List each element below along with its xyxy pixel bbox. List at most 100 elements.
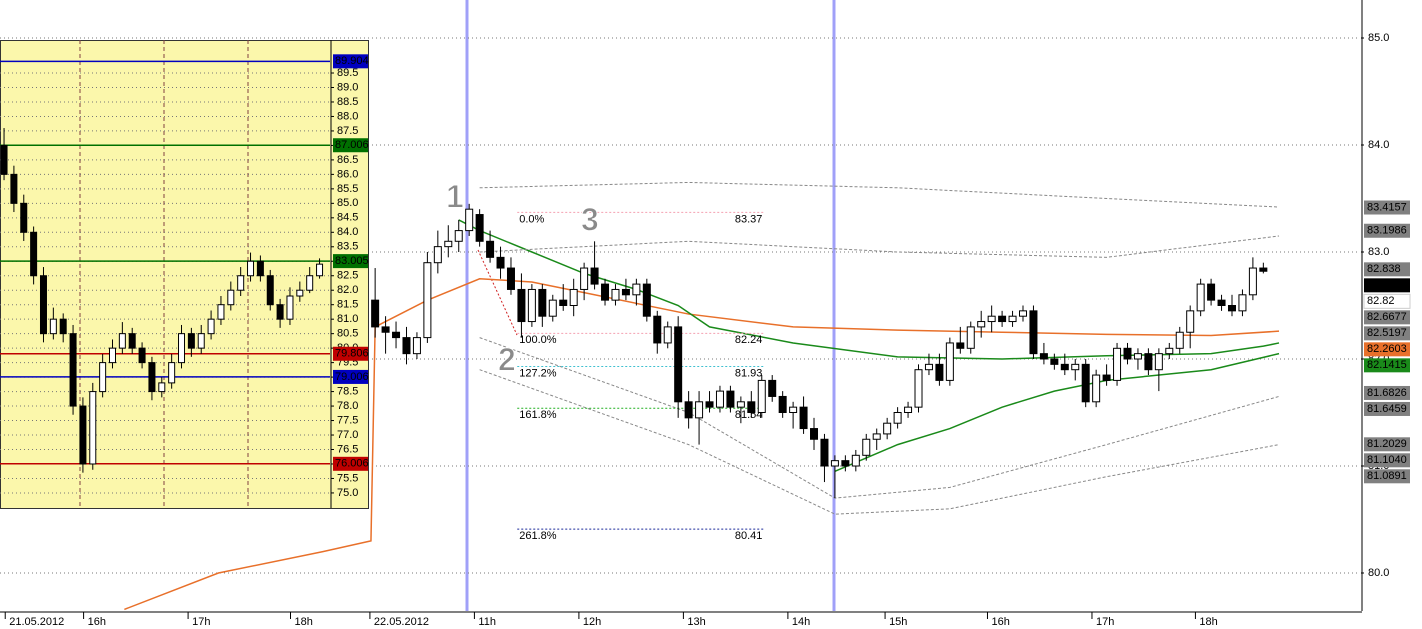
- candle-body: [1196, 283, 1205, 312]
- y-tick-label: 80.0: [1368, 567, 1389, 579]
- candle-body: [1039, 353, 1048, 360]
- fib-anchor: [477, 249, 518, 336]
- price-tag-label: 81.2029: [1367, 438, 1407, 450]
- price-tag-label: 81.6459: [1367, 403, 1407, 415]
- indicator-line: [479, 369, 1280, 515]
- candle-body: [872, 433, 881, 440]
- candle-body: [1123, 347, 1132, 360]
- price-tag: [1364, 385, 1410, 400]
- candle-body: [138, 347, 146, 364]
- candle-body: [412, 337, 421, 355]
- candle-body: [227, 289, 235, 306]
- price-tag: [1364, 326, 1410, 341]
- candle-body: [1175, 331, 1184, 349]
- candle-body: [778, 395, 787, 414]
- candle-body: [392, 331, 401, 339]
- price-tag: [333, 254, 368, 269]
- indicator-line: [124, 277, 1280, 611]
- candle-body: [296, 289, 304, 297]
- indicator-line: [834, 352, 1280, 473]
- candle-body: [736, 401, 745, 408]
- y-tick-label: 77.0: [337, 429, 358, 441]
- price-tag: [1363, 293, 1411, 309]
- candle-body: [465, 208, 474, 232]
- price-tag-label: 82.838: [1367, 263, 1401, 275]
- price-tag-label: 82.2603: [1367, 343, 1407, 355]
- y-tick-label: 84.0: [1368, 139, 1389, 151]
- x-tick-label: 15h: [889, 616, 907, 628]
- candle-body: [674, 326, 683, 403]
- fib-value: 81.54: [735, 409, 763, 421]
- price-tag-label: 82.82: [1367, 295, 1395, 307]
- candle-body: [276, 304, 284, 320]
- candle-body: [1186, 310, 1195, 333]
- y-tick-label: 85.5: [337, 183, 358, 195]
- candle-body: [158, 382, 166, 393]
- candle-body: [1259, 267, 1268, 272]
- candle-body: [256, 260, 264, 277]
- y-tick-label: 84.5: [337, 212, 358, 224]
- price-tag: [333, 54, 368, 69]
- candle-body: [653, 315, 662, 344]
- candle-body: [0, 144, 8, 175]
- price-tag-label: 82.1415: [1367, 359, 1407, 371]
- candle-body: [893, 412, 902, 424]
- candle-body: [998, 315, 1007, 323]
- y-tick-label: 77.5: [337, 414, 358, 426]
- price-tag: [1364, 437, 1410, 452]
- price-tag: [1364, 310, 1410, 325]
- candle-body: [789, 406, 798, 414]
- wave-label: 3: [581, 201, 599, 237]
- y-tick-label: 88.0: [337, 110, 358, 122]
- candle-body: [266, 275, 274, 306]
- price-tag-label: 81.0891: [1367, 470, 1407, 482]
- price-tag: [1364, 358, 1410, 373]
- price-tag: [1364, 262, 1410, 277]
- candle-body: [30, 231, 38, 277]
- candle-body: [862, 438, 871, 456]
- candle-body: [1102, 374, 1111, 381]
- x-tick-label: 13h: [687, 616, 705, 628]
- candle-body: [1081, 363, 1090, 403]
- fib-value: 82.24: [735, 334, 763, 346]
- candle-body: [1050, 358, 1059, 365]
- candle-body: [39, 275, 47, 335]
- price-tag-label: 82.5197: [1367, 327, 1407, 339]
- candle-body: [79, 405, 87, 465]
- y-tick-label: 81.5: [337, 299, 358, 311]
- candle-body: [475, 214, 484, 242]
- candle-body: [705, 401, 714, 408]
- fib-value: 81.93: [735, 367, 763, 379]
- candle-body: [1207, 283, 1216, 301]
- price-tag: [1364, 401, 1410, 416]
- candle-body: [1144, 353, 1153, 371]
- candle-body: [118, 333, 126, 349]
- price-tag-label: 76.006: [335, 458, 369, 470]
- y-tick-label: 78.5: [337, 385, 358, 397]
- candle-body: [768, 379, 777, 397]
- candle-body: [1154, 353, 1163, 371]
- price-tag-label: 83.4157: [1367, 201, 1407, 213]
- y-tick-label: 81.0: [337, 313, 358, 325]
- y-tick-label: 80.5: [337, 328, 358, 340]
- price-tag: [1364, 223, 1410, 238]
- price-tag-label: 79.806: [335, 348, 369, 360]
- y-tick-label: 82.0: [337, 284, 358, 296]
- candle-body: [10, 173, 18, 204]
- x-tick-label: 16h: [88, 616, 106, 628]
- price-tag: [1364, 453, 1410, 468]
- candle-body: [1092, 374, 1101, 403]
- fib-label: 100.0%: [519, 334, 557, 346]
- candle-body: [207, 318, 215, 335]
- candle-body: [1248, 267, 1257, 296]
- price-tag-label: 81.6826: [1367, 387, 1407, 399]
- candle-body: [799, 406, 808, 430]
- candle-body: [632, 283, 641, 296]
- inset-panel: 75.075.576.076.577.077.578.078.579.079.5…: [0, 40, 369, 509]
- candle-body: [1165, 347, 1174, 355]
- x-tick-label: 17h: [192, 616, 210, 628]
- y-tick-label: 75.5: [337, 472, 358, 484]
- x-tick-label: 18h: [1199, 616, 1217, 628]
- x-tick-label: 22.05.2012: [374, 616, 429, 628]
- fib-label: 261.8%: [519, 530, 557, 542]
